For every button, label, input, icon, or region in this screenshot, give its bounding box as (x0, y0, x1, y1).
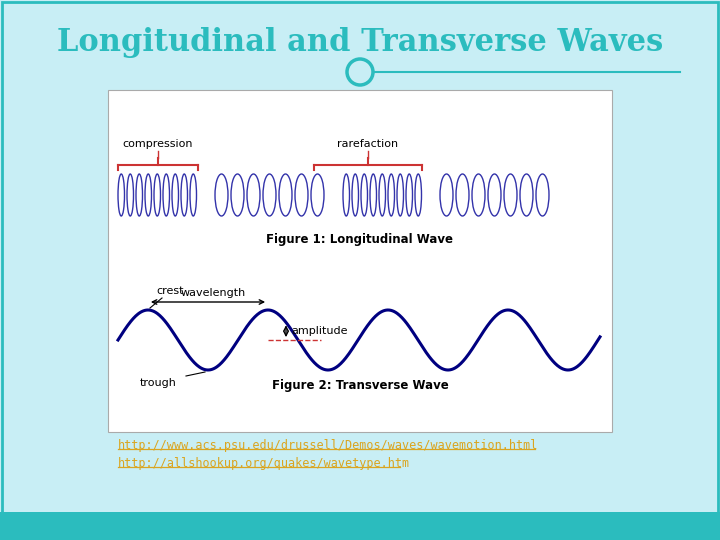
Text: amplitude: amplitude (291, 326, 348, 336)
Text: Figure 1: Longitudinal Wave: Figure 1: Longitudinal Wave (266, 233, 454, 246)
Text: crest: crest (156, 286, 184, 296)
Text: Longitudinal and Transverse Waves: Longitudinal and Transverse Waves (57, 26, 663, 57)
Text: Figure 2: Transverse Wave: Figure 2: Transverse Wave (271, 379, 449, 392)
Text: wavelength: wavelength (181, 288, 246, 298)
Text: compression: compression (122, 139, 193, 149)
FancyBboxPatch shape (108, 90, 612, 432)
Text: rarefaction: rarefaction (338, 139, 399, 149)
Text: http://allshookup.org/quakes/wavetype.htm: http://allshookup.org/quakes/wavetype.ht… (118, 456, 410, 469)
Text: trough: trough (140, 378, 176, 388)
Text: http://www.acs.psu.edu/drussell/Demos/waves/wavemotion.html: http://www.acs.psu.edu/drussell/Demos/wa… (118, 438, 539, 451)
FancyBboxPatch shape (0, 512, 720, 540)
